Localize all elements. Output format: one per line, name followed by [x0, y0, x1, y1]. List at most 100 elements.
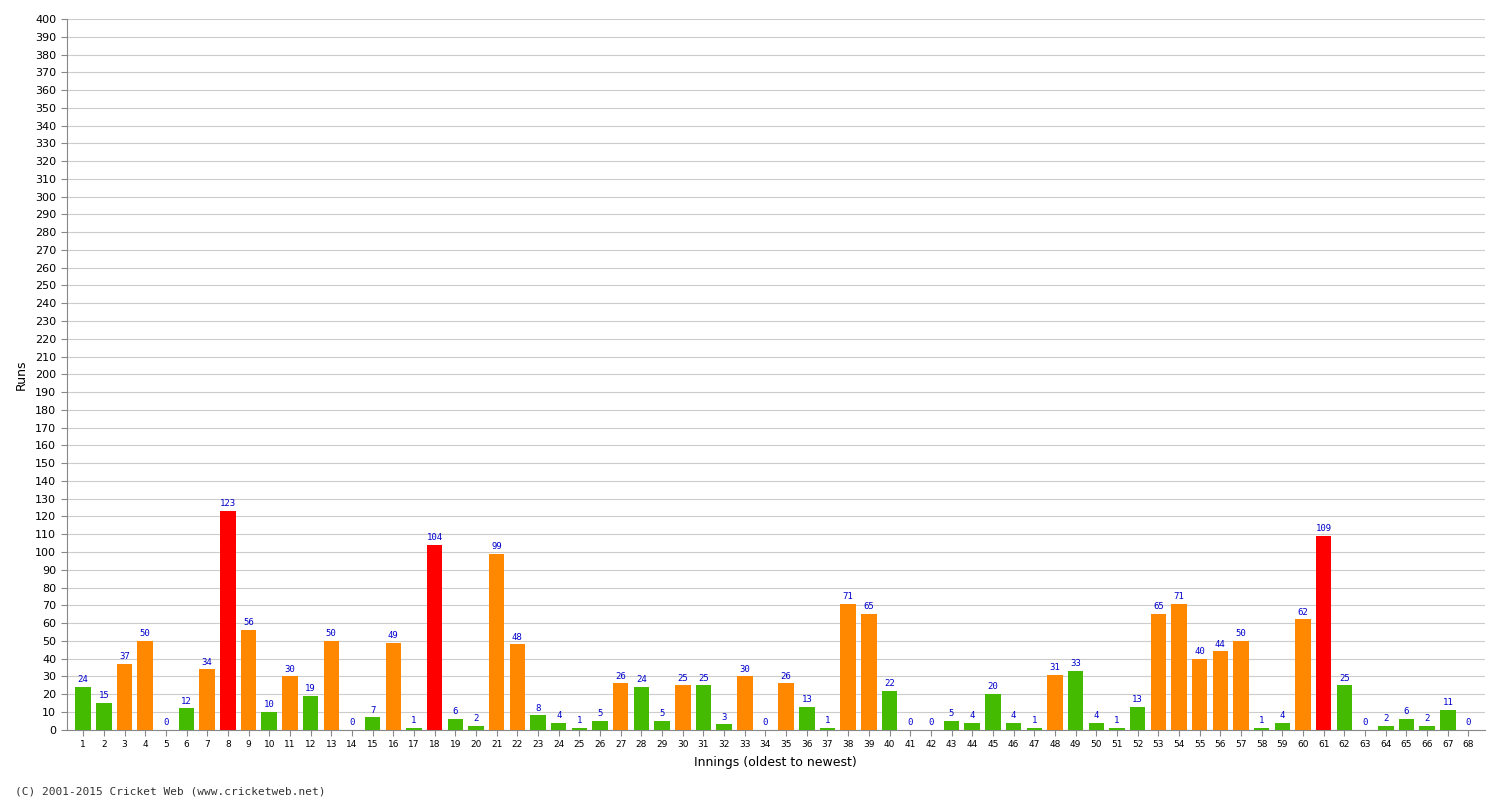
Text: 20: 20	[987, 682, 999, 691]
Bar	[1316, 536, 1332, 730]
Text: 30: 30	[740, 665, 750, 674]
Bar	[117, 664, 132, 730]
Text: 62: 62	[1298, 608, 1308, 617]
Text: 24: 24	[78, 675, 88, 684]
Text: 4: 4	[969, 711, 975, 720]
Bar	[654, 721, 670, 730]
Bar	[800, 706, 814, 730]
Text: 4: 4	[556, 711, 561, 720]
Text: 31: 31	[1050, 663, 1060, 672]
Text: 0: 0	[350, 718, 354, 727]
Bar	[1254, 728, 1269, 730]
Text: 0: 0	[764, 718, 768, 727]
Bar	[531, 715, 546, 730]
Bar	[96, 703, 111, 730]
Bar	[717, 724, 732, 730]
Text: 1: 1	[1032, 716, 1036, 725]
Text: 5: 5	[660, 709, 664, 718]
Bar	[614, 683, 628, 730]
Bar	[1150, 614, 1166, 730]
Text: 25: 25	[698, 674, 709, 682]
Text: 26: 26	[782, 672, 792, 681]
Text: 25: 25	[678, 674, 688, 682]
Text: 7: 7	[370, 706, 375, 714]
Text: 99: 99	[492, 542, 502, 551]
Bar	[324, 641, 339, 730]
Bar	[1398, 719, 1414, 730]
Text: 104: 104	[426, 534, 442, 542]
Text: 65: 65	[1154, 602, 1164, 611]
Bar	[778, 683, 794, 730]
Bar	[986, 694, 1000, 730]
Text: 56: 56	[243, 618, 254, 627]
Text: 13: 13	[801, 695, 812, 704]
Bar	[1336, 686, 1352, 730]
X-axis label: Innings (oldest to newest): Innings (oldest to newest)	[694, 756, 856, 769]
Bar	[840, 603, 856, 730]
Bar	[364, 718, 381, 730]
Text: 22: 22	[884, 679, 896, 688]
Bar	[242, 630, 256, 730]
Bar	[633, 687, 650, 730]
Text: 5: 5	[597, 709, 603, 718]
Text: 109: 109	[1316, 524, 1332, 534]
Bar	[861, 614, 876, 730]
Text: 37: 37	[118, 652, 130, 662]
Bar	[75, 687, 92, 730]
Text: 0: 0	[164, 718, 168, 727]
Bar	[1212, 651, 1228, 730]
Text: 12: 12	[182, 697, 192, 706]
Text: 24: 24	[636, 675, 646, 684]
Text: 19: 19	[304, 684, 316, 694]
Bar	[386, 642, 400, 730]
Bar	[882, 690, 897, 730]
Bar	[696, 686, 711, 730]
Text: 3: 3	[722, 713, 728, 722]
Bar	[510, 644, 525, 730]
Bar	[1192, 658, 1208, 730]
Text: 44: 44	[1215, 640, 1225, 649]
Text: 13: 13	[1132, 695, 1143, 704]
Text: 0: 0	[1362, 718, 1368, 727]
Text: (C) 2001-2015 Cricket Web (www.cricketweb.net): (C) 2001-2015 Cricket Web (www.cricketwe…	[15, 786, 326, 796]
Text: 11: 11	[1443, 698, 1454, 707]
Bar	[1296, 619, 1311, 730]
Bar	[468, 726, 484, 730]
Bar	[1007, 722, 1022, 730]
Text: 1: 1	[576, 716, 582, 725]
Text: 71: 71	[843, 592, 854, 601]
Bar	[220, 511, 236, 730]
Text: 50: 50	[326, 629, 336, 638]
Text: 50: 50	[140, 629, 150, 638]
Text: 5: 5	[950, 709, 954, 718]
Bar	[819, 728, 836, 730]
Bar	[427, 545, 442, 730]
Text: 65: 65	[864, 602, 874, 611]
Text: 123: 123	[220, 499, 236, 509]
Text: 49: 49	[388, 631, 399, 640]
Text: 1: 1	[825, 716, 830, 725]
Bar	[261, 712, 278, 730]
Bar	[1378, 726, 1394, 730]
Text: 2: 2	[1425, 714, 1430, 723]
Text: 1: 1	[1258, 716, 1264, 725]
Text: 1: 1	[1114, 716, 1119, 725]
Bar	[675, 686, 690, 730]
Bar	[1440, 710, 1455, 730]
Bar	[200, 670, 214, 730]
Text: 2: 2	[1383, 714, 1389, 723]
Text: 6: 6	[453, 707, 458, 716]
Text: 30: 30	[285, 665, 296, 674]
Text: 71: 71	[1173, 592, 1185, 601]
Bar	[1026, 728, 1042, 730]
Text: 0: 0	[1466, 718, 1472, 727]
Text: 8: 8	[536, 704, 540, 713]
Text: 6: 6	[1404, 707, 1408, 716]
Bar	[1233, 641, 1250, 730]
Bar	[406, 728, 422, 730]
Bar	[282, 676, 297, 730]
Bar	[736, 676, 753, 730]
Bar	[572, 728, 586, 730]
Bar	[447, 719, 464, 730]
Bar	[1130, 706, 1146, 730]
